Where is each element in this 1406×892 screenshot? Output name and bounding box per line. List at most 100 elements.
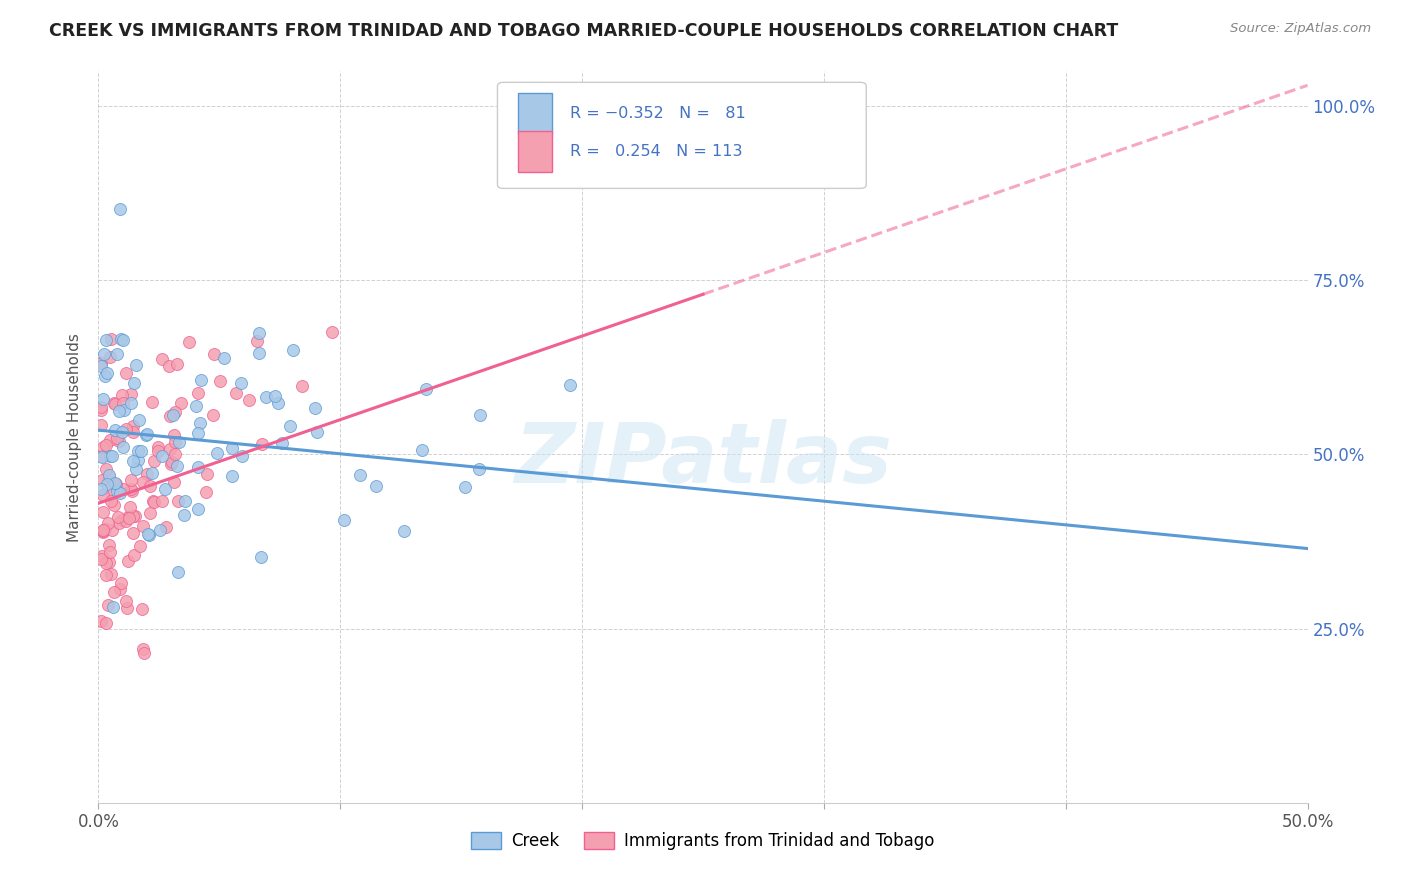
Point: [101, 600, 124, 615]
Point: [104, 476, 127, 491]
Point: [159, 409, 181, 423]
Point: [467, 461, 489, 475]
FancyBboxPatch shape: [517, 94, 553, 134]
Point: [115, 600, 138, 615]
Point: [120, 387, 142, 401]
Point: [121, 484, 143, 499]
Point: [132, 646, 155, 660]
Point: [131, 602, 153, 616]
Point: [454, 479, 477, 493]
Point: [112, 396, 135, 410]
Point: [558, 377, 581, 392]
Point: [115, 422, 138, 436]
Point: [132, 475, 155, 489]
Point: [91, 473, 114, 487]
Point: [96, 462, 118, 476]
Point: [142, 454, 165, 468]
Point: [114, 366, 136, 380]
Point: [107, 431, 129, 445]
Point: [110, 486, 132, 500]
Point: [128, 413, 150, 427]
Point: [97, 469, 120, 483]
Point: [202, 347, 225, 361]
Point: [104, 424, 127, 438]
Point: [167, 565, 190, 579]
Point: [91, 450, 114, 464]
Point: [159, 442, 181, 457]
Point: [135, 427, 157, 442]
Point: [250, 437, 273, 451]
Point: [108, 434, 131, 448]
Point: [129, 444, 152, 458]
Point: [150, 449, 173, 463]
Point: [139, 506, 162, 520]
Point: [111, 425, 134, 440]
Point: [163, 405, 186, 419]
Point: [136, 527, 159, 541]
Point: [122, 418, 145, 433]
Point: [209, 374, 232, 388]
Point: [128, 539, 150, 553]
Point: [104, 477, 127, 491]
Point: [127, 444, 149, 458]
Point: [94, 615, 117, 630]
Point: [249, 346, 271, 360]
Point: [166, 494, 188, 508]
Point: [468, 408, 491, 422]
Point: [90, 482, 112, 496]
Point: [205, 445, 228, 459]
FancyBboxPatch shape: [517, 131, 553, 171]
Point: [231, 449, 253, 463]
Point: [97, 598, 120, 612]
Point: [246, 334, 269, 348]
Point: [94, 368, 117, 383]
Point: [150, 351, 173, 366]
Point: [91, 488, 114, 502]
Point: [166, 357, 188, 371]
Point: [163, 427, 186, 442]
Point: [392, 524, 415, 538]
Text: R =   0.254   N = 113: R = 0.254 N = 113: [569, 144, 742, 159]
Point: [111, 334, 134, 348]
Point: [152, 494, 174, 508]
Point: [118, 510, 141, 524]
Point: [91, 523, 114, 537]
Point: [229, 376, 252, 390]
Point: [120, 396, 142, 410]
Point: [291, 378, 314, 392]
Point: [132, 642, 155, 657]
Point: [280, 419, 302, 434]
Point: [94, 568, 117, 582]
Point: [103, 396, 125, 410]
Point: [349, 467, 371, 482]
Point: [122, 549, 145, 563]
Point: [142, 495, 165, 509]
Point: [271, 436, 294, 450]
Point: [111, 440, 134, 454]
Text: CREEK VS IMMIGRANTS FROM TRINIDAD AND TOBAGO MARRIED-COUPLE HOUSEHOLDS CORRELATI: CREEK VS IMMIGRANTS FROM TRINIDAD AND TO…: [49, 22, 1118, 40]
Point: [104, 397, 127, 411]
Point: [124, 508, 146, 523]
Point: [100, 567, 122, 582]
Point: [97, 467, 120, 482]
Point: [107, 509, 129, 524]
Point: [98, 555, 121, 569]
Point: [108, 516, 131, 531]
Point: [120, 473, 142, 487]
Point: [247, 326, 270, 340]
Point: [221, 442, 243, 456]
Point: [415, 383, 437, 397]
Point: [304, 401, 326, 416]
Point: [103, 498, 125, 512]
Point: [177, 335, 200, 350]
Point: [93, 347, 115, 361]
Point: [138, 528, 160, 542]
Point: [90, 552, 112, 566]
Point: [103, 485, 125, 500]
Point: [90, 400, 112, 414]
Point: [212, 351, 235, 365]
Point: [91, 440, 114, 454]
Point: [107, 404, 129, 418]
Point: [91, 524, 114, 539]
Point: [155, 520, 177, 534]
